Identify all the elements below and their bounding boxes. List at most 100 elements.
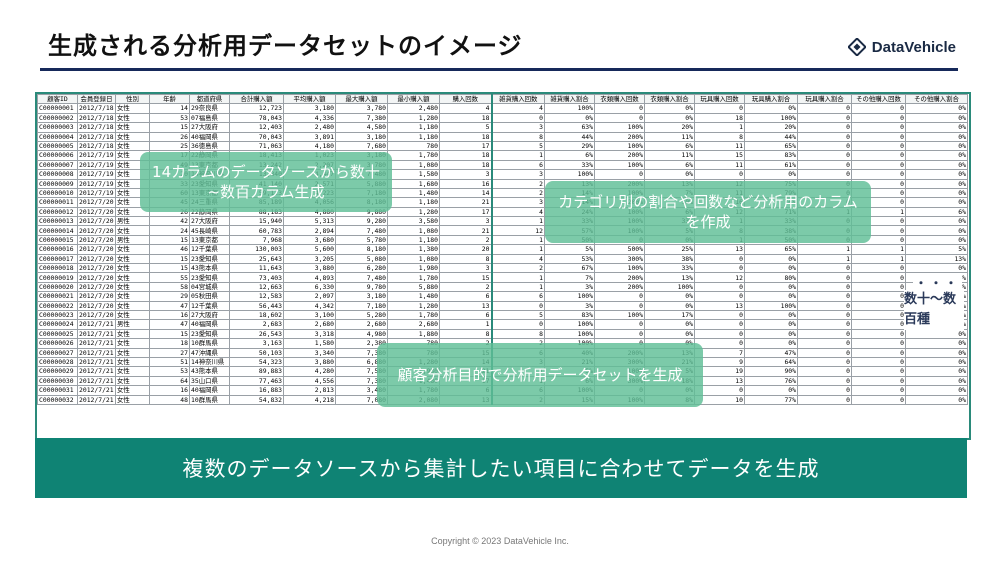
column-header: 年齢 [149,94,190,105]
table-cell: 54,323 [229,356,284,368]
table-cell: 10群馬県 [189,338,230,349]
table-cell: 0 [490,300,545,312]
table-cell: 女性 [115,385,150,396]
table-cell: 38% [644,253,695,265]
table-cell: 0 [694,291,745,302]
table-cell: 2012/7/21 [77,375,116,387]
column-header: 衣類購入割合 [644,94,695,105]
column-header: 性別 [115,94,150,105]
table-cell: 1,280 [387,300,440,312]
table-cell: 2012/7/18 [77,131,116,142]
table-cell: 1,780 [387,309,440,321]
table-cell: 1,580 [283,338,336,349]
table-cell: 130,003 [229,244,284,255]
table-cell: 15 [149,263,190,274]
table-cell: 0 [851,356,906,368]
table-cell: 4 [490,206,545,218]
table-cell: 21 [439,197,492,208]
table-cell: 0 [694,169,745,180]
table-cell: 0 [694,319,745,330]
table-cell: 0 [797,169,852,180]
table-cell: 0 [694,281,745,293]
table-cell: 0 [797,112,852,124]
table-cell: 1,080 [387,253,440,265]
table-cell: 1,080 [387,159,440,171]
title-divider [40,68,958,71]
table-cell: 4,580 [335,122,388,133]
table-cell: 2,680 [283,319,336,330]
table-cell: 3 [439,216,492,227]
table-cell: 18 [439,131,492,142]
table-cell: 2012/7/21 [77,347,116,358]
table-cell: 5% [544,244,595,255]
table-cell: 50,103 [229,347,284,358]
table-cell: 20 [439,244,492,255]
table-cell: 16 [149,309,190,321]
table-cell: 200% [594,150,645,161]
table-cell: 25,643 [229,253,284,265]
table-cell: 4,180 [283,140,336,152]
table-cell: 0 [851,347,906,358]
table-cell: C00000006 [37,150,78,161]
table-cell: 3 [490,197,545,208]
table-cell: 40福岡県 [189,131,230,142]
table-cell: 0 [797,291,852,302]
table-cell: 女性 [115,375,150,387]
table-cell: 100% [544,319,595,330]
table-cell: 65% [744,140,798,152]
table-cell: 1 [490,244,545,255]
table-cell: 3,880 [283,263,336,274]
table-cell: 0 [797,300,852,312]
table-cell: 20% [744,122,798,133]
table-cell: 2012/7/18 [77,140,116,152]
table-cell: 女性 [115,366,150,377]
table-cell: 2012/7/20 [77,281,116,293]
table-cell: 8 [490,131,545,142]
table-cell: 4 [439,103,492,114]
table-cell: 2012/7/20 [77,225,116,236]
table-cell: 0% [905,103,968,114]
table-cell: 63% [544,122,595,133]
table-cell: 12千葉県 [189,244,230,255]
table-cell: 1 [797,253,852,265]
table-cell: 2012/7/18 [77,103,116,114]
table-cell: 2012/7/20 [77,253,116,265]
table-row: C00000002 2012/7/18 女性 53 07福島県 78,043 4,336 7,… [37,112,968,124]
table-cell: 0 [797,347,852,358]
table-cell: 2 [490,178,545,189]
table-cell: 0 [851,281,906,293]
table-cell: 0 [851,263,906,274]
table-cell: 7,480 [335,272,388,283]
table-cell: 0 [797,281,852,293]
table-cell: 7,380 [335,112,388,124]
table-cell: 3% [544,281,595,293]
table-cell: 2012/7/21 [77,319,116,330]
table-cell: 54,832 [229,394,284,405]
table-cell: 0% [644,291,695,302]
table-cell: 0% [644,300,695,312]
table-cell: 女性 [115,300,150,312]
table-cell: 0 [594,112,645,124]
table-cell: 12,663 [229,281,284,293]
table-row: C00000017 2012/7/20 女性 15 23愛知県 25,643 3,205 5,… [37,253,968,265]
table-cell: 17% [644,309,695,321]
table-cell: 65% [744,244,798,255]
table-cell: 0 [851,131,906,142]
table-cell: 2012/7/20 [77,309,116,321]
table-cell: 0% [744,263,798,274]
table-cell: C00000007 [37,159,78,171]
table-cell: 女性 [115,122,150,133]
table-cell: 11,643 [229,263,284,274]
table-cell: C00000010 [37,187,78,199]
table-cell: 1 [694,122,745,133]
table-cell: 36徳島県 [189,140,230,152]
table-cell: C00000022 [37,300,78,312]
table-cell: 0% [905,131,968,142]
table-row: C00000003 2012/7/18 女性 15 27大阪府 12,403 2,480 4,… [37,122,968,133]
column-header: 平均購入額 [283,94,336,105]
table-cell: 33% [544,159,595,171]
table-cell: 53 [149,112,190,124]
table-cell: 53% [544,253,595,265]
table-cell: 24 [149,225,190,236]
table-cell: 0 [594,328,645,340]
